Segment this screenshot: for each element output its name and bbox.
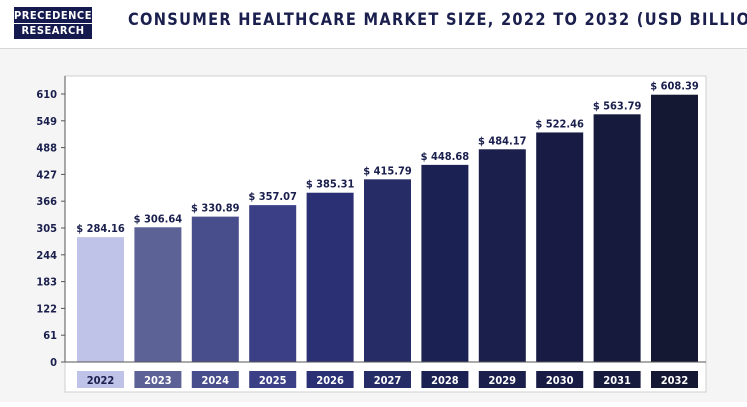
bar-data-label: $ 522.46 <box>535 117 584 130</box>
y-tick-label: 488 <box>36 142 57 155</box>
bar <box>77 237 124 362</box>
x-tick-label-box <box>249 371 297 388</box>
brand-logo-line2: RESEARCH <box>21 23 85 37</box>
bar <box>191 216 239 362</box>
x-tick-label-box <box>478 371 526 388</box>
y-tick-label: 122 <box>36 302 57 315</box>
x-tick-label-box <box>364 371 411 388</box>
x-tick-label-box <box>77 371 124 388</box>
x-tick-label: 2031 <box>603 374 631 387</box>
header-divider <box>0 48 747 49</box>
x-tick-label: 2022 <box>87 374 115 387</box>
x-tick-label: 2032 <box>661 374 689 387</box>
x-tick-label-box <box>306 371 354 388</box>
y-tick-label: 61 <box>43 329 57 342</box>
x-tick-label: 2024 <box>202 374 230 387</box>
bar <box>306 192 354 362</box>
bar <box>134 227 182 362</box>
bar <box>593 114 641 363</box>
bar <box>249 205 297 362</box>
bar-data-label: $ 608.39 <box>650 80 699 93</box>
x-tick-label-box <box>651 371 698 388</box>
bar <box>364 179 411 362</box>
bar-data-label: $ 484.17 <box>478 134 527 147</box>
x-tick-label-box <box>536 371 584 388</box>
bar-data-label: $ 448.68 <box>421 150 470 163</box>
bar-data-label: $ 330.89 <box>191 202 240 215</box>
y-tick-label: 183 <box>36 276 57 289</box>
x-tick-label: 2028 <box>431 374 459 387</box>
bar-data-label: $ 357.07 <box>248 190 297 203</box>
bar-data-label: $ 306.64 <box>134 212 183 225</box>
brand-logo: PRECEDENCE RESEARCH <box>14 7 92 39</box>
y-tick-label: 366 <box>36 195 57 208</box>
x-tick-label: 2023 <box>144 374 172 387</box>
y-tick-label: 244 <box>36 249 57 262</box>
bar <box>478 149 526 362</box>
x-tick-label-box <box>593 371 641 388</box>
y-tick-label: 610 <box>36 88 57 101</box>
x-tick-label-box <box>421 371 469 388</box>
bar <box>651 94 698 363</box>
brand-logo-line1: PRECEDENCE <box>14 8 92 24</box>
x-tick-label: 2025 <box>259 374 287 387</box>
x-tick-label: 2029 <box>489 374 517 387</box>
bar-data-label: $ 415.79 <box>363 164 412 177</box>
y-tick-label: 305 <box>36 222 57 235</box>
bar-data-label: $ 284.16 <box>76 222 125 235</box>
bar <box>536 132 584 362</box>
chart-title: CONSUMER HEALTHCARE MARKET SIZE, 2022 TO… <box>128 10 747 30</box>
chart-area: 0 61 122 183 244 305 366 427 488 549 610 $ 284.16 $ … <box>0 49 747 402</box>
y-tick-label: 549 <box>36 115 57 128</box>
x-tick-label: 2026 <box>316 374 344 387</box>
x-tick-label-box <box>191 371 239 388</box>
bar <box>421 164 469 362</box>
y-tick-label: 427 <box>36 168 57 181</box>
bar-chart: 0 61 122 183 244 305 366 427 488 549 610 $ 284.16 $ … <box>36 75 707 393</box>
x-tick-label: 2030 <box>546 374 574 387</box>
x-tick-label-box <box>134 371 182 388</box>
y-tick-label: 0 <box>50 356 57 369</box>
x-tick-label: 2027 <box>374 374 402 387</box>
bar-data-label: $ 563.79 <box>593 99 642 112</box>
bar-data-label: $ 385.31 <box>306 178 355 191</box>
